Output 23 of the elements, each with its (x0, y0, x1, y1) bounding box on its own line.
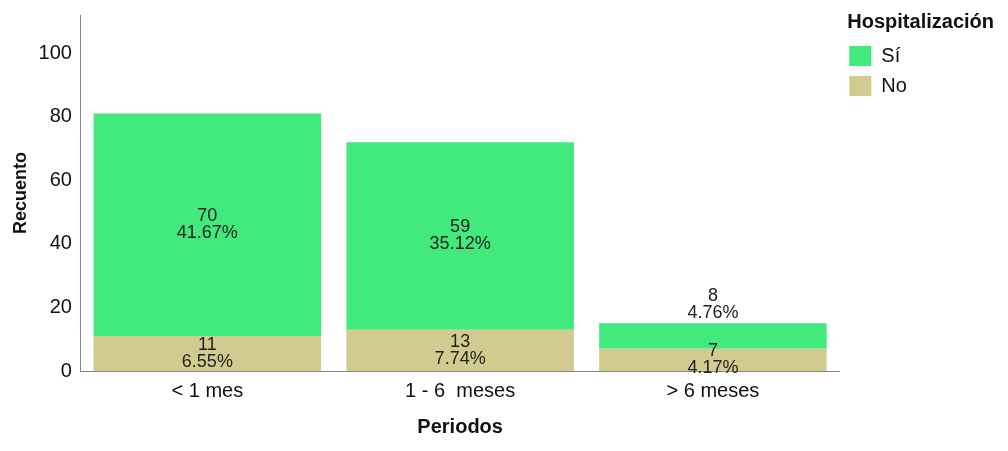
data-label: 13 7.74% (434, 330, 486, 368)
bar (93, 113, 322, 337)
bar (346, 142, 574, 330)
data-label: 8 4.76% (687, 284, 739, 322)
x-axis-title: Periodos (417, 414, 503, 437)
y-tick-label: 0 (60, 358, 72, 381)
x-tick-label: 1 - 6 meses (405, 378, 516, 401)
bar (93, 336, 322, 371)
y-tick-label: 100 (38, 40, 72, 63)
data-label: 70 41.67% (176, 205, 238, 243)
y-axis-title: Recuento (9, 151, 30, 235)
y-tick-label: 60 (49, 167, 72, 190)
legend-title: Hospitalización (847, 9, 995, 32)
y-tick-label: 40 (49, 231, 72, 254)
legend-label: No (881, 73, 907, 96)
y-tick-label: 20 (49, 294, 72, 317)
bar (346, 329, 574, 371)
data-label: 11 6.55% (181, 333, 233, 371)
data-label: 59 35.12% (429, 216, 491, 254)
x-tick-label: < 1 mes (171, 378, 244, 401)
legend-label: Sí (881, 43, 901, 66)
y-tick-label: 80 (49, 104, 72, 127)
x-tick-label: > 6 meses (666, 378, 760, 401)
